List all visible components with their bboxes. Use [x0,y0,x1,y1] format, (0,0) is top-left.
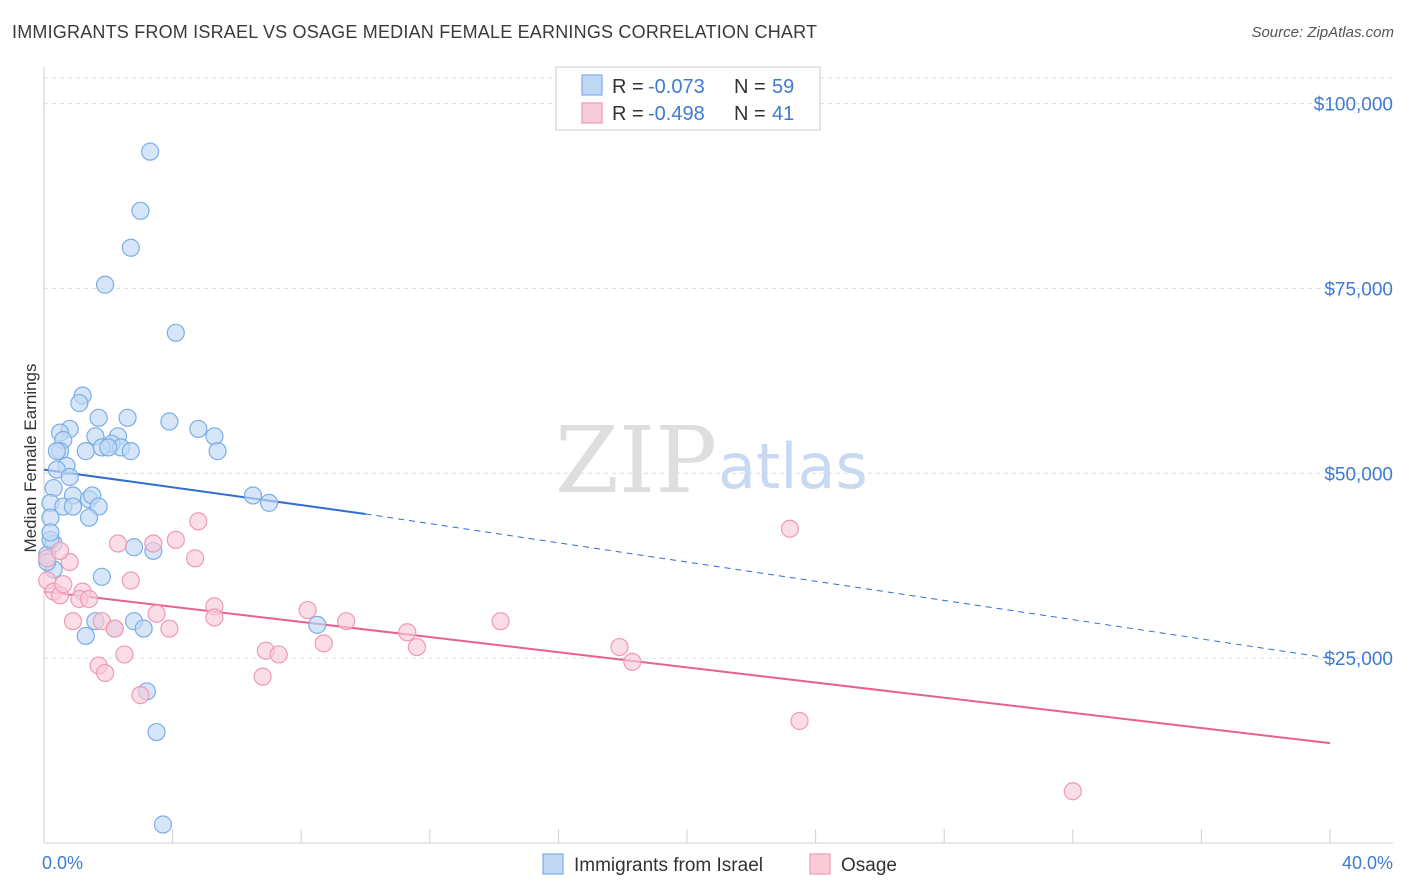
data-point-osage [269,645,288,664]
data-point-osage [314,634,333,653]
data-point-osage [610,637,629,657]
data-point-osage [147,604,166,623]
legend-swatch-israel [581,74,603,96]
data-point-israel [76,442,95,461]
y-tick-label: $50,000 [1324,464,1393,485]
data-point-osage [186,549,205,568]
data-point-israel [89,408,108,427]
legend-r-value-israel: -0.073 [648,76,705,98]
y-tick-label: $75,000 [1324,279,1393,300]
data-point-israel [70,393,89,413]
data-point-osage [166,530,185,549]
data-point-israel [99,438,118,457]
series-legend-swatch-osage [809,853,831,875]
data-point-israel [259,493,279,512]
legend-r-value-osage: -0.498 [648,103,705,125]
data-point-osage [407,637,427,657]
data-point-osage [491,612,510,631]
data-point-israel [60,467,79,487]
series-legend: Immigrants from Israel Osage [542,853,897,876]
data-point-osage [205,608,224,627]
data-point-israel [44,478,63,498]
data-point-israel [153,815,173,834]
data-point-israel [140,142,160,161]
series-legend-swatch-israel [542,853,564,875]
data-point-israel [131,201,150,220]
data-point-israel [208,442,227,461]
y-axis-label-group: Median Female Earnings [21,364,40,553]
grid-layer [44,77,1393,659]
legend-n-value-osage: 41 [772,103,794,125]
data-point-osage [160,619,179,638]
data-point-osage [144,534,163,553]
data-point-osage [115,645,134,664]
data-point-israel [63,497,83,516]
legend-r-label-israel: R = [612,76,644,98]
legend-n-label-osage: N = [734,103,766,125]
legend-r-label-osage: R = [612,103,644,125]
trend-layer [43,468,1331,745]
data-point-israel [124,538,144,557]
data-point-osage [121,571,140,590]
trend-line-osage [43,590,1331,745]
data-point-osage [95,663,115,683]
data-point-israel [76,626,95,646]
data-point-israel [95,275,115,294]
y-axis-label: Median Female Earnings [21,364,40,553]
data-point-israel [166,323,185,342]
x-tick-label-min: 0.0% [42,853,83,873]
legend-swatch-osage [581,102,603,124]
data-point-israel [189,419,208,439]
data-point-israel [41,523,60,542]
data-point-osage [1063,782,1082,801]
data-point-israel [92,567,111,586]
points-layer [38,142,1082,834]
data-point-israel [134,619,153,638]
watermark-zip: ZIP [555,407,717,514]
data-point-israel [205,427,224,446]
data-point-osage [253,667,272,686]
x-tick-label-max: 40.0% [1342,853,1393,873]
data-point-israel [308,615,327,634]
data-point-israel [121,238,140,257]
watermark-atlas: atlas [718,430,868,503]
watermark: ZIP atlas [555,407,868,514]
data-point-israel [243,486,263,505]
data-point-israel [47,442,66,461]
y-tick-label: $100,000 [1314,95,1393,116]
data-point-israel [160,412,179,431]
data-point-osage [189,512,208,531]
data-point-osage [131,686,150,705]
y-tick-label: $25,000 [1324,649,1393,670]
stats-legend: R = -0.073 N = 59 R = -0.498 N = 41 [555,66,821,131]
legend-n-label-israel: N = [734,76,766,98]
axis-layer: $25,000 $50,000 $75,000 $100,000 [43,67,1393,844]
series-legend-label-osage: Osage [841,855,897,876]
data-point-israel [147,722,166,742]
data-point-osage [105,619,124,638]
data-point-osage [337,612,356,631]
chart-title: IMMIGRANTS FROM ISRAEL VS OSAGE MEDIAN F… [12,22,818,42]
data-point-osage [54,575,73,594]
data-point-osage [79,589,99,609]
data-point-osage [63,612,83,631]
legend-n-value-israel: 59 [772,76,794,98]
data-point-israel [121,442,140,461]
data-point-osage [108,534,128,553]
data-point-osage [50,541,70,561]
series-legend-label-israel: Immigrants from Israel [574,855,763,876]
trend-line-israel [43,468,366,515]
data-point-israel [118,408,137,427]
data-point-israel [79,508,99,527]
trend-line-israel-extrapolated [365,513,1331,659]
data-point-osage [398,623,417,642]
source-label: Source: ZipAtlas.com [1251,24,1394,41]
data-point-osage [780,519,799,538]
data-point-osage [298,600,317,620]
data-point-osage [790,711,809,731]
data-point-osage [623,652,642,671]
